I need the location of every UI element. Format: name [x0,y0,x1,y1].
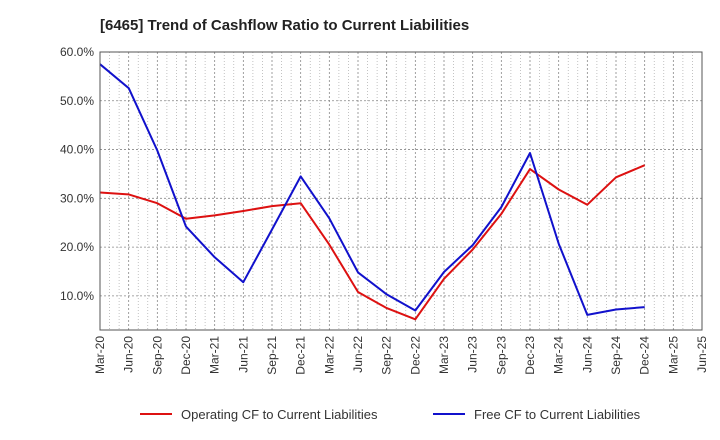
x-tick-label: Dec-22 [408,336,422,375]
y-tick-label: 40.0% [60,143,94,157]
x-tick-label: Sep-24 [609,336,623,375]
x-tick-label: Jun-24 [580,336,594,373]
x-tick-label: Mar-25 [666,336,680,374]
series-line-operating-cf [99,164,646,321]
legend: Operating CF to Current Liabilities Free… [140,407,641,422]
x-tick-label: Dec-20 [179,336,193,375]
x-tick-label: Dec-24 [638,336,652,375]
series-lines [99,63,646,321]
x-tick-label: Jun-23 [466,336,480,373]
legend-label-free-cf: Free CF to Current Liabilities [474,407,641,422]
y-tick-label: 30.0% [60,191,94,205]
x-tick-label: Mar-21 [208,336,222,374]
x-tick-label: Sep-23 [494,336,508,375]
y-tick-label: 60.0% [60,45,94,59]
legend-label-operating-cf: Operating CF to Current Liabilities [181,407,378,422]
chart-title: [6465] Trend of Cashflow Ratio to Curren… [100,17,469,34]
grid [100,51,702,330]
y-tick-label: 10.0% [60,289,94,303]
x-tick-label: Jun-22 [351,336,365,373]
x-tick-label: Mar-22 [322,336,336,374]
x-tick-label: Jun-20 [122,336,136,373]
x-tick-label: Sep-21 [265,336,279,375]
x-tick-label: Mar-20 [93,336,107,374]
x-tick-label: Sep-22 [380,336,394,375]
x-tick-label: Dec-21 [294,336,308,375]
x-tick-label: Mar-23 [437,336,451,374]
y-tick-label: 50.0% [60,94,94,108]
x-tick-label: Jun-21 [236,336,250,373]
x-axis: Mar-20 Jun-20 Sep-20 Dec-20 Mar-21 Jun-21 Sep-… [93,336,709,375]
series-line-free-cf [99,63,645,316]
plot-frame [99,51,703,331]
y-axis: 10.0% 20.0% 30.0% 40.0% 50.0% 60.0% [60,45,94,303]
x-tick-label: Sep-20 [150,336,164,375]
y-tick-label: 20.0% [60,240,94,254]
x-tick-label: Jun-25 [695,336,709,373]
x-tick-label: Dec-23 [523,336,537,375]
x-tick-label: Mar-24 [552,336,566,374]
